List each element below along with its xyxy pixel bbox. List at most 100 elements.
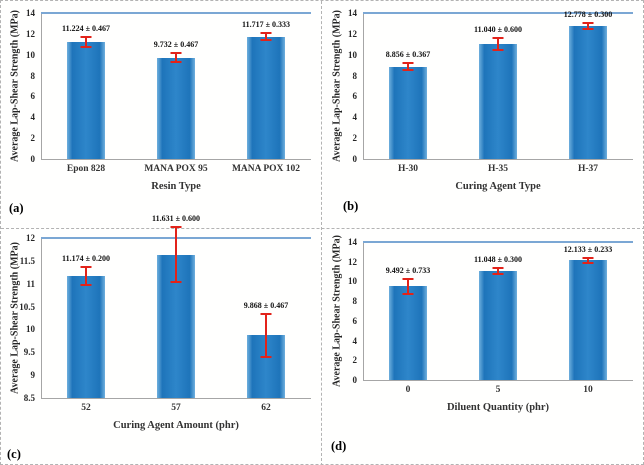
bar-value-label: 11.174 ± 0.200 (62, 253, 110, 263)
x-axis-line (41, 159, 311, 160)
error-bar-cap-top (402, 278, 414, 281)
y-tick-label: 14 (348, 237, 357, 247)
y-tick-label: 8.5 (23, 393, 35, 403)
error-bar-cap-top (492, 36, 504, 39)
bar (157, 57, 195, 159)
panel-letter: (b) (343, 199, 359, 213)
bar (479, 271, 517, 380)
x-tick-label: 5 (495, 385, 501, 395)
x-tick-label: H-37 (577, 164, 599, 174)
panel-divider-vertical (321, 1, 322, 464)
panel-letter: (d) (331, 439, 347, 453)
y-tick-label: 8 (352, 296, 358, 307)
y-tick-label: 10.5 (19, 301, 35, 312)
y-axis-line (41, 13, 42, 159)
y-tick-label: 12 (26, 28, 35, 39)
plot-top-border-line (363, 241, 633, 243)
panel-d: Average Lap-Shear Strength (MPa) 0 2 4 6 8 10 1… (323, 228, 643, 464)
error-bar-cap-bottom (170, 61, 182, 64)
error-bar-cap-top (80, 36, 92, 39)
bar-value-label: 11.048 ± 0.300 (474, 255, 522, 265)
x-tick-label: H-30 (397, 164, 419, 174)
bar-value-label: 9.868 ± 0.467 (243, 301, 289, 311)
error-bar-cap-top (170, 51, 182, 54)
y-tick-label: 9.5 (23, 347, 35, 358)
panel-letter: (c) (7, 447, 21, 461)
bar (389, 286, 427, 380)
y-tick-label: 12 (348, 256, 357, 267)
y-tick-label: 4 (30, 112, 36, 123)
x-axis-line (363, 380, 633, 381)
error-bar-cap-top (492, 267, 504, 270)
y-tick-label: 11.5 (19, 255, 35, 266)
panel-a: Average Lap-Shear Strength (MPa) 0 2 4 6 8 10 1… (1, 1, 321, 228)
y-tick-label: 2 (352, 133, 358, 144)
y-tick-label: 6 (30, 91, 36, 102)
panel-divider-horizontal (1, 228, 643, 229)
bar-value-label: 12.778 ± 0.300 (563, 9, 613, 19)
y-tick-label: 10 (348, 49, 357, 60)
error-bar-cap-top (260, 313, 272, 316)
error-bar-line (407, 62, 409, 71)
plot-top-border-line (363, 12, 633, 14)
y-tick-label: 0 (30, 154, 36, 164)
y-tick-label: 12 (26, 233, 35, 243)
y-tick-label: 0 (352, 375, 358, 385)
bar (569, 25, 607, 159)
y-tick-label: 14 (26, 8, 35, 18)
y-axis-line (41, 238, 42, 398)
bar (67, 275, 105, 398)
bar (479, 43, 517, 159)
bar-value-label: 12.133 ± 0.233 (563, 245, 613, 255)
error-bar-cap-bottom (170, 281, 182, 284)
error-bar-line (265, 314, 267, 357)
error-bar-line (497, 37, 499, 51)
bar-value-label: 9.492 ± 0.733 (385, 266, 431, 276)
y-tick-label: 2 (352, 355, 358, 366)
bar (389, 66, 427, 159)
error-bar-cap-bottom (492, 49, 504, 52)
bar-value-label: 11.224 ± 0.467 (62, 24, 110, 34)
y-tick-label: 11 (26, 278, 35, 289)
x-tick-label: 57 (171, 403, 181, 413)
error-bar-cap-bottom (260, 355, 272, 358)
x-tick-label: Epon 828 (66, 164, 106, 174)
error-bar-line (407, 279, 409, 294)
x-tick-label: 62 (261, 403, 271, 413)
error-bar-line (175, 227, 177, 283)
bar-value-label: 11.040 ± 0.600 (474, 24, 522, 34)
y-tick-label: 4 (352, 335, 358, 346)
error-bar-cap-top (582, 21, 594, 24)
y-tick-label: 6 (352, 315, 358, 326)
error-bar-cap-bottom (492, 273, 504, 276)
y-tick-label: 14 (348, 8, 357, 18)
y-tick-label: 9 (30, 370, 36, 381)
bar-value-label: 11.631 ± 0.600 (152, 214, 200, 224)
error-bar-line (85, 266, 87, 285)
error-bar-cap-bottom (582, 27, 594, 30)
y-tick-label: 10 (26, 49, 35, 60)
error-bar-line (85, 37, 87, 47)
error-bar-cap-bottom (402, 69, 414, 72)
bar (569, 260, 607, 380)
error-bar-cap-bottom (260, 39, 272, 42)
bar (67, 41, 105, 159)
y-tick-label: 0 (352, 154, 358, 164)
x-axis-title: Curing Agent Amount (phr) (113, 420, 239, 431)
y-tick-label: 2 (30, 133, 36, 144)
error-bar-cap-bottom (582, 261, 594, 264)
error-bar-line (265, 33, 267, 41)
x-axis-line (363, 159, 633, 160)
x-tick-label: 10 (583, 385, 593, 395)
y-tick-label: 10 (26, 324, 35, 335)
y-tick-label: 8 (30, 70, 36, 81)
y-tick-label: 12 (348, 28, 357, 39)
x-tick-label: 0 (405, 385, 411, 395)
error-bar-line (175, 52, 177, 63)
x-axis-line (41, 398, 311, 399)
x-tick-label: MANA POX 102 (231, 164, 301, 174)
error-bar-cap-top (260, 32, 272, 35)
error-bar-cap-top (80, 265, 92, 268)
y-tick-label: 8 (352, 70, 358, 81)
